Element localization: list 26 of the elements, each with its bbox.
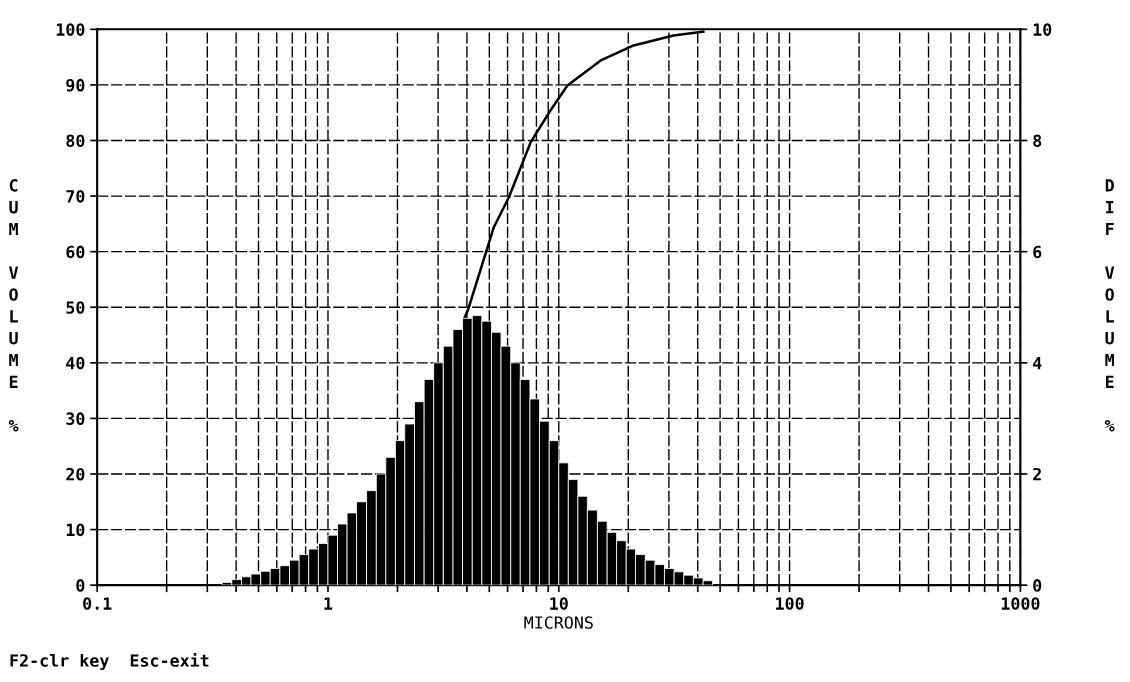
y-tick-label: 80: [66, 134, 85, 148]
y-tick-label: 50: [66, 301, 85, 314]
x-tick-label: 1000: [1001, 597, 1040, 610]
text: DIF VOLUME %: [1104, 179, 1115, 432]
x-axis-title: MICRONS: [524, 616, 593, 629]
y2-tick-label: 4: [1033, 357, 1042, 370]
y-tick-label: 30: [66, 412, 85, 425]
y-tick-label: 60: [66, 245, 85, 259]
y2-tick-label: 10: [1033, 23, 1052, 36]
y-tick-label: 0: [76, 579, 85, 592]
text: CUM VOLUME %: [8, 179, 19, 432]
y-tick-label: 100: [56, 23, 85, 36]
y2-tick-label: 6: [1033, 245, 1042, 259]
y-tick-label: 10: [66, 523, 85, 537]
text: F2-clr key Esc-exit: [10, 653, 209, 671]
x-tick-label: 100: [776, 597, 804, 610]
x-tick-label: 0.1: [83, 597, 112, 610]
y-tick-label: 90: [66, 78, 85, 92]
x-tick-label: 10: [550, 597, 568, 610]
y-tick-label: 40: [66, 356, 85, 370]
y2-tick-label: 8: [1033, 134, 1042, 148]
x-tick-label: 1: [324, 597, 333, 610]
y-tick-label: 70: [66, 190, 85, 203]
y-tick-label: 20: [66, 467, 85, 481]
y2-tick-label: 0: [1033, 579, 1042, 592]
y2-tick-label: 2: [1033, 467, 1041, 481]
